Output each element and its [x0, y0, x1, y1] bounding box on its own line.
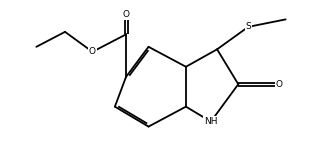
Text: O: O: [89, 47, 96, 56]
Text: NH: NH: [204, 117, 218, 126]
Text: O: O: [123, 10, 129, 19]
Text: S: S: [245, 22, 251, 31]
Text: O: O: [276, 80, 283, 89]
